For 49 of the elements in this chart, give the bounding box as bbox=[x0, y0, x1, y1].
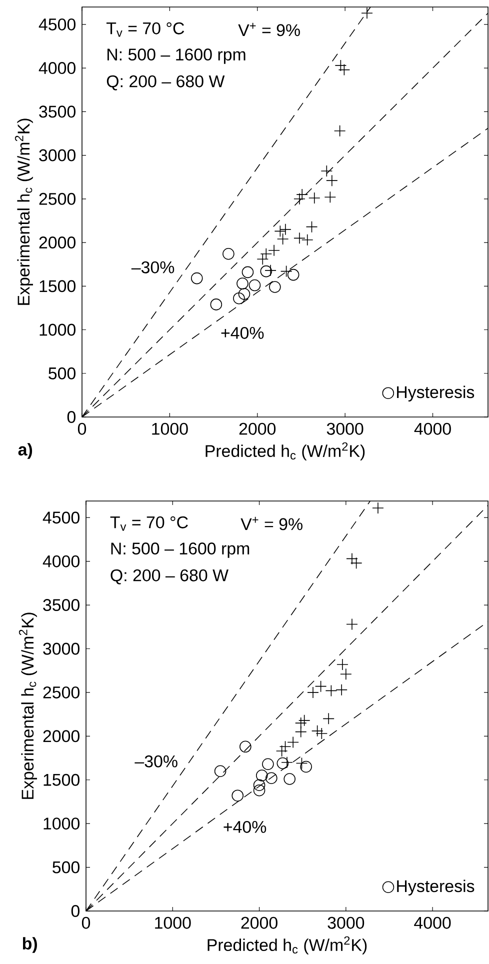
annotation: Q: 200 – 680 W bbox=[110, 569, 228, 584]
x-tick-label: 4000 bbox=[414, 422, 451, 435]
legend-label: Hysteresis bbox=[397, 386, 474, 402]
y-tick-label: 3500 bbox=[43, 599, 80, 612]
y-tick-label: 2500 bbox=[39, 192, 76, 205]
x-axis-title: Predicted h$_{c}$ (W/m$^{2}$K) bbox=[206, 442, 365, 460]
annotation: –30% bbox=[134, 755, 178, 768]
x-tick-label: 4000 bbox=[414, 916, 451, 929]
y-tick-label: 0 bbox=[67, 410, 76, 423]
annotation: Q: 200 – 680 W bbox=[106, 75, 225, 90]
y-tick-label: 1000 bbox=[44, 818, 80, 830]
annotation: +40% bbox=[221, 326, 264, 339]
y-tick-label: 3000 bbox=[43, 642, 80, 655]
y-tick-label: 4000 bbox=[38, 62, 76, 74]
y-tick-label: 4500 bbox=[38, 18, 76, 30]
x-tick-label: 1000 bbox=[155, 916, 191, 929]
x-tick-label: 0 bbox=[82, 916, 90, 929]
y-tick-label: 4000 bbox=[42, 555, 80, 568]
y-tick-label: 0 bbox=[71, 905, 80, 917]
x-tick-label: 2000 bbox=[239, 422, 276, 435]
y-axis-title: Experimental h$_{c}$ (W/m$^{2}$K) bbox=[18, 612, 37, 799]
annotation: +40% bbox=[224, 820, 266, 833]
y-axis-title: Experimental h$_{c}$ (W/m$^{2}$K) bbox=[14, 118, 33, 305]
y-tick-label: 2000 bbox=[43, 730, 80, 742]
legend-label: Hysteresis bbox=[397, 880, 474, 896]
annotation: T$_{v}$ = 70 °C bbox=[106, 22, 184, 37]
annotation: N: 500 – 1600 rpm bbox=[108, 48, 246, 64]
x-tick-label: 3000 bbox=[326, 422, 364, 435]
annotation: –30% bbox=[131, 261, 174, 274]
y-tick-label: 500 bbox=[48, 367, 76, 380]
y-tick-label: 500 bbox=[52, 861, 80, 874]
text: a) bbox=[18, 443, 32, 459]
text: b) bbox=[22, 937, 37, 953]
y-tick-label: 2500 bbox=[43, 686, 80, 698]
x-tick-label: 2000 bbox=[241, 916, 278, 929]
y-tick-label: 3000 bbox=[39, 149, 76, 162]
annotation: T$_{v}$ = 70 °C bbox=[110, 516, 188, 531]
x-tick-label: 1000 bbox=[152, 422, 188, 435]
annotation: V$^{+}$ = 9% bbox=[238, 22, 300, 36]
y-tick-label: 3500 bbox=[39, 106, 76, 118]
y-tick-label: 1500 bbox=[44, 774, 80, 786]
y-tick-label: 2000 bbox=[39, 236, 76, 249]
y-tick-label: 4500 bbox=[42, 512, 80, 524]
y-tick-label: 1500 bbox=[40, 280, 76, 292]
annotation: N: 500 – 1600 rpm bbox=[111, 542, 250, 558]
annotation: V$^{+}$ = 9% bbox=[240, 516, 302, 530]
y-tick-label: 1000 bbox=[40, 324, 76, 336]
x-axis-title: Predicted h$_{c}$ (W/m$^{2}$K) bbox=[208, 936, 367, 954]
x-tick-label: 3000 bbox=[328, 916, 364, 929]
